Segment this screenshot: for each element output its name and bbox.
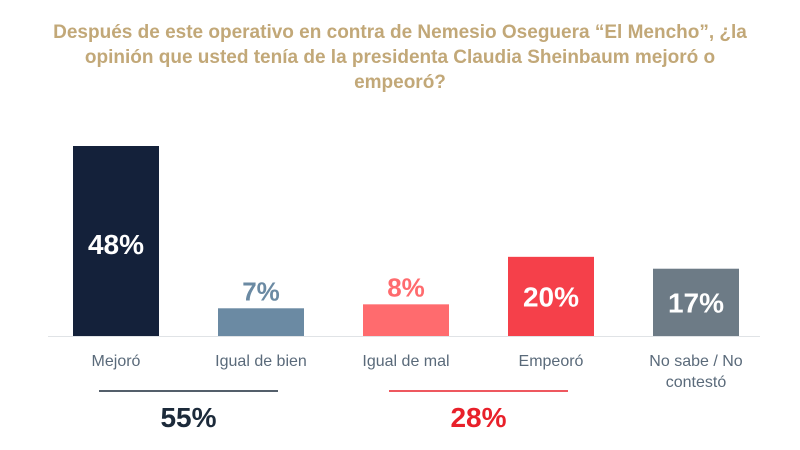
bar-1 (73, 146, 159, 336)
chart-title: Después de este operativo en contra de N… (53, 22, 747, 93)
bar-3 (363, 304, 449, 336)
category-label-1: Mejoró (92, 353, 141, 370)
category-label-4: Empeoró (519, 353, 584, 370)
category-label-5-line2: contestó (666, 374, 727, 391)
value-label-2: 7% (242, 276, 280, 306)
group-total-2: 28% (450, 402, 506, 433)
bar-4 (508, 256, 594, 336)
value-label-4: 20% (523, 281, 579, 312)
category-label-5: No sabe / No (649, 353, 742, 370)
value-label-3: 8% (387, 272, 425, 302)
group-total-1: 55% (160, 402, 216, 433)
bar-5 (653, 268, 739, 336)
category-label-3: Igual de mal (362, 353, 449, 370)
value-label-1: 48% (88, 229, 144, 260)
category-label-2: Igual de bien (215, 353, 307, 370)
value-label-5: 17% (668, 287, 724, 318)
bar-2 (218, 308, 304, 336)
